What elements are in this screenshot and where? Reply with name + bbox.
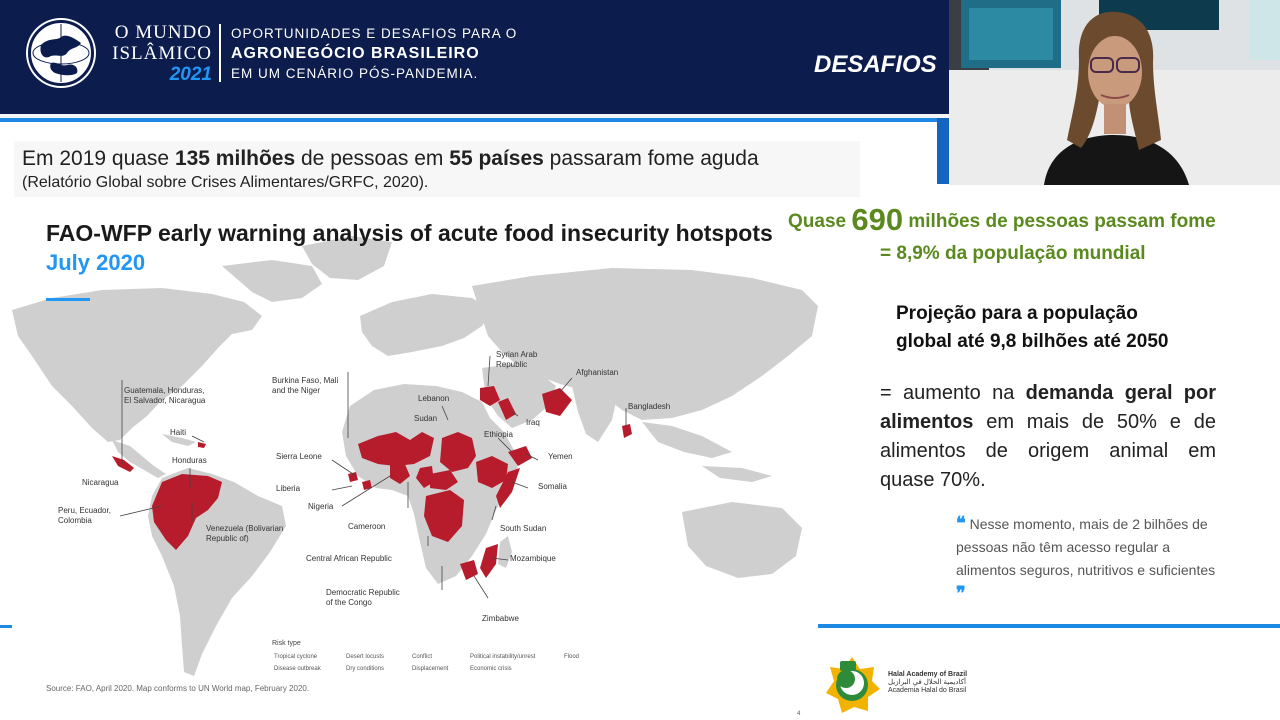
header-accent-line bbox=[0, 118, 940, 122]
risk-item-6: Disease outbreak bbox=[274, 666, 321, 672]
label-zimbabwe: Zimbabwe bbox=[482, 614, 519, 623]
halal-academy-text: Halal Academy of Brazil أكاديمية الحلال … bbox=[888, 671, 967, 695]
hunger-stat: Quase 690 milhões de pessoas passam fome bbox=[788, 202, 1216, 238]
intro-headline: Em 2019 quase 135 milhões de pessoas em … bbox=[22, 146, 860, 172]
demand-increase-text: = aumento na demanda geral por alimentos… bbox=[880, 379, 1216, 495]
intro-mid: de pessoas em bbox=[295, 147, 450, 170]
label-drc: Democratic Republic of the Congo bbox=[326, 588, 400, 607]
label-sudan: Sudan bbox=[414, 414, 438, 423]
label-liberia: Liberia bbox=[276, 484, 301, 493]
halal-arabic: أكاديمية الحلال في البرازيل bbox=[888, 679, 966, 686]
demand-bold: demanda geral por alimentos bbox=[880, 382, 1216, 433]
label-cameroon: Cameroon bbox=[348, 522, 386, 531]
intro-post: passaram fome aguda bbox=[543, 147, 759, 170]
hunger-percentage: = 8,9% da população mundial bbox=[880, 243, 1146, 264]
hunger-stat-number: 690 bbox=[851, 202, 904, 237]
intro-count-countries: 55 países bbox=[449, 147, 544, 170]
speaker-video[interactable] bbox=[949, 0, 1280, 185]
risk-item-8: Displacement bbox=[412, 666, 449, 672]
hotspot-map-panel: FAO-WFP early warning analysis of acute … bbox=[12, 206, 818, 712]
header-divider bbox=[219, 24, 221, 82]
label-sierra-leone: Sierra Leone bbox=[276, 452, 322, 461]
hunger-stat-rest: milhões de pessoas passam fome bbox=[903, 211, 1216, 232]
section-title: DESAFIOS bbox=[814, 51, 937, 78]
logo-line-2: ISLÂMICO bbox=[112, 43, 212, 64]
risk-item-2: Desert locusts bbox=[346, 654, 385, 660]
intro-source: (Relatório Global sobre Crises Alimentar… bbox=[22, 174, 429, 191]
divider-line-right bbox=[818, 624, 1280, 628]
divider-line-left bbox=[0, 625, 12, 628]
label-syria: Syrian Arab Republic bbox=[496, 350, 538, 369]
hunger-stat-pre: Quase bbox=[788, 211, 852, 232]
intro-count-people: 135 milhões bbox=[174, 147, 296, 170]
logo-line-1: O MUNDO bbox=[114, 22, 212, 43]
risk-item-9: Economic crisis bbox=[470, 666, 512, 672]
projection-line-1: Projeção para a população bbox=[896, 303, 1138, 324]
label-haiti: Haiti bbox=[170, 428, 187, 437]
label-iraq: Iraq bbox=[526, 418, 540, 427]
world-map bbox=[12, 236, 818, 676]
label-peru: Peru, Ecuador, Colombia bbox=[58, 506, 111, 525]
quote-text: Nesse momento, mais de 2 bilhões de pess… bbox=[956, 516, 1216, 578]
quote-block: ❝ Nesse momento, mais de 2 bilhões de pe… bbox=[956, 512, 1218, 606]
risk-item-5: Flood bbox=[564, 654, 580, 660]
risk-item-4: Political instability/unrest bbox=[470, 654, 536, 660]
page-number: 4 bbox=[797, 711, 801, 717]
intro-pre: Em 2019 quase bbox=[22, 147, 175, 170]
label-venezuela: Venezuela (Bolivarian Republic of) bbox=[206, 524, 284, 543]
risk-item-3: Conflict bbox=[412, 654, 433, 660]
label-nigeria: Nigeria bbox=[308, 502, 334, 511]
tagline-line-3: EM UM CENÁRIO PÓS-PANDEMIA. bbox=[231, 66, 479, 81]
map-title: FAO-WFP early warning analysis of acute … bbox=[46, 220, 773, 246]
risk-type-title: Risk type bbox=[272, 640, 301, 647]
label-bangladesh: Bangladesh bbox=[628, 402, 671, 411]
side-accent-bar bbox=[937, 118, 949, 184]
label-mozambique: Mozambique bbox=[510, 554, 556, 563]
map-subtitle: July 2020 bbox=[46, 250, 146, 275]
population-projection: Projeção para a população global até 9,8… bbox=[896, 300, 1236, 356]
close-quote-icon: ❞ bbox=[956, 583, 966, 604]
event-tagline: OPORTUNIDADES E DESAFIOS PARA O AGRONEGÓ… bbox=[231, 24, 517, 84]
intro-text-box: Em 2019 quase 135 milhões de pessoas em … bbox=[14, 141, 860, 197]
open-quote-icon: ❝ bbox=[956, 513, 966, 534]
halal-portuguese: Academia Halal do Brasil bbox=[888, 687, 967, 694]
label-somalia: Somalia bbox=[538, 482, 567, 491]
map-source: Source: FAO, April 2020. Map conforms to… bbox=[46, 684, 310, 693]
tagline-line-2: AGRONEGÓCIO BRASILEIRO bbox=[231, 45, 480, 62]
label-yemen: Yemen bbox=[548, 452, 573, 461]
globe-logo-icon bbox=[28, 20, 94, 86]
label-nicaragua: Nicaragua bbox=[82, 478, 119, 487]
label-burkina: Burkina Faso, Mali and the Niger bbox=[272, 376, 339, 395]
label-south-sudan: South Sudan bbox=[500, 524, 547, 533]
map-title-underline bbox=[46, 298, 90, 301]
projection-line-2: global até 9,8 bilhões até 2050 bbox=[896, 331, 1169, 352]
label-honduras: Honduras bbox=[172, 456, 207, 465]
demand-pre: = aumento na bbox=[880, 382, 1026, 404]
label-lebanon: Lebanon bbox=[418, 394, 450, 403]
risk-item-1: Tropical cyclone bbox=[274, 654, 318, 660]
header-stripe bbox=[0, 114, 1280, 120]
logo-year: 2021 bbox=[169, 64, 212, 85]
tagline-line-1: OPORTUNIDADES E DESAFIOS PARA O bbox=[231, 26, 518, 41]
label-car: Central African Republic bbox=[306, 554, 392, 563]
halal-academy-logo-icon bbox=[822, 655, 882, 715]
event-logo-text: O MUNDO ISLÂMICO 2021 bbox=[100, 22, 212, 85]
halal-name: Halal Academy of Brazil bbox=[888, 671, 968, 678]
label-guatemala: Guatemala, Honduras, El Salvador, Nicara… bbox=[124, 386, 206, 405]
risk-item-7: Dry conditions bbox=[346, 666, 385, 672]
label-afghanistan: Afghanistan bbox=[576, 368, 619, 377]
demand-post: em mais de 50% e de alimentos de origem … bbox=[880, 411, 1216, 491]
label-ethiopia: Ethiopia bbox=[484, 430, 513, 439]
